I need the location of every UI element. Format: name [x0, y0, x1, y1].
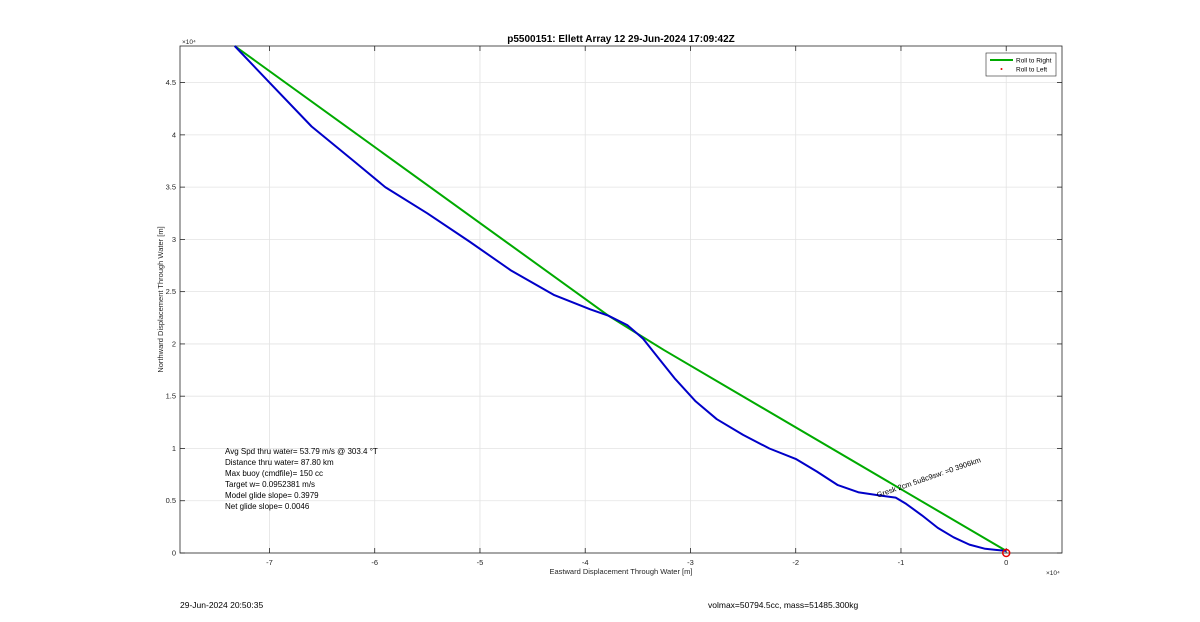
x-exponent-label: ×10⁴: [1046, 570, 1060, 577]
y-tick-label: 1.5: [166, 392, 176, 401]
y-exponent-label: ×10⁴: [182, 39, 196, 46]
x-tick-label: -7: [266, 558, 273, 567]
stats-annotation: Avg Spd thru water= 53.79 m/s @ 303.4 °T: [225, 447, 378, 456]
start-marker: [1001, 548, 1011, 558]
y-tick-label: 1: [172, 444, 176, 453]
x-axis-label: Eastward Displacement Through Water [m]: [550, 567, 693, 576]
legend-swatch-roll-to-left: [1000, 68, 1003, 70]
x-tick-label: -4: [582, 558, 589, 567]
legend-label-roll-to-right: Roll to Right: [1016, 58, 1052, 65]
x-tick-label: -5: [477, 558, 484, 567]
y-tick-label: 2: [172, 339, 176, 348]
y-tick-label: 2.5: [166, 287, 176, 296]
axes-frame: [179, 45, 1063, 554]
stats-annotation: Distance thru water= 87.80 km: [225, 458, 334, 467]
y-tick-label: 0.5: [166, 496, 176, 505]
y-tick-label: 4: [172, 130, 176, 139]
y-axis-label: Northward Displacement Through Water [m]: [156, 226, 165, 372]
y-tick-label: 4.5: [166, 78, 176, 87]
x-tick-label: -3: [687, 558, 694, 567]
legend-box: [985, 52, 1057, 77]
chart-title: p5500151: Ellett Array 12 29-Jun-2024 17…: [507, 34, 735, 45]
stats-annotation: Target w= 0.0952381 m/s: [225, 480, 315, 489]
plot-area: [180, 46, 1062, 553]
footer-volmax-mass: volmax=50794.5cc, mass=51485.300kg: [708, 600, 859, 610]
x-tick-label: -1: [898, 558, 905, 567]
legend-label-roll-to-left: Roll to Left: [1016, 67, 1047, 74]
series-line-track: [233, 45, 1007, 552]
x-tick-label: -2: [792, 558, 799, 567]
stats-annotation: Net glide slope= 0.0046: [225, 502, 310, 511]
footer-timestamp: 29-Jun-2024 20:50:35: [180, 600, 264, 610]
x-tick-label: 0: [1004, 558, 1008, 567]
stats-annotation: Max buoy (cmdfile)= 150 cc: [225, 469, 323, 478]
y-tick-label: 3: [172, 235, 176, 244]
stats-annotation: Model glide slope= 0.3979: [225, 491, 319, 500]
y-tick-label: 3.5: [166, 183, 176, 192]
y-tick-label: 0: [172, 549, 176, 558]
x-tick-label: -6: [371, 558, 378, 567]
